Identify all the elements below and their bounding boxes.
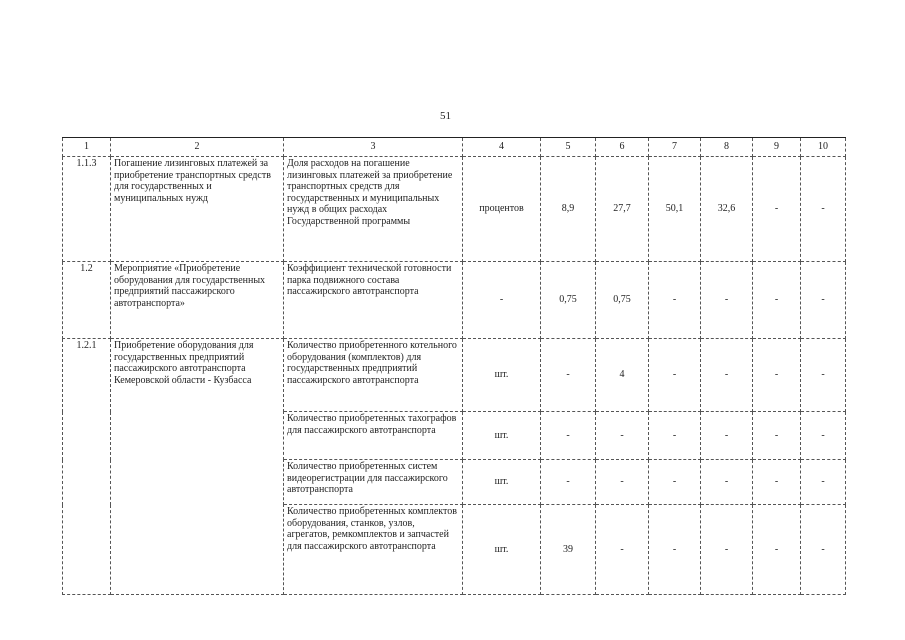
table-cell: 9 (752, 137, 801, 157)
table-cell: - (700, 459, 753, 505)
table-row: 1.2 Мероприятие «Приобретение оборудовани… (62, 261, 846, 339)
table-cell: 6 (595, 137, 649, 157)
table-cell: - (752, 156, 801, 262)
table-cell: Количество приобретенных комплектов обор… (283, 504, 463, 595)
table-cell: шт. (462, 338, 541, 412)
table-cell: - (648, 459, 701, 505)
table-cell: 8 (700, 137, 753, 157)
table-cell: - (800, 261, 846, 339)
table-cell: Доля расходов на погашение лизинговых пл… (283, 156, 463, 262)
table-cell: Количество приобретенного котельного обо… (283, 338, 463, 412)
table-cell: 7 (648, 137, 701, 157)
table-cell: - (800, 459, 846, 505)
table-cell: 1.2 (62, 261, 111, 339)
table-cell: 10 (800, 137, 846, 157)
table-cell: 27,7 (595, 156, 649, 262)
table-row: Количество приобретенных комплектов обор… (63, 504, 846, 595)
table-cell: 1.2.1 (62, 338, 111, 595)
table-cell: 5 (540, 137, 596, 157)
table-cell: - (540, 338, 596, 412)
table-cell: Количество приобретенных тахографов для … (283, 411, 463, 460)
table-cell: процентов (462, 156, 541, 262)
table-row: 1.2.1 Приобретение оборудования для госуд… (62, 338, 846, 595)
table-cell: шт. (462, 459, 541, 505)
table-row: Количество приобретенных систем видеорег… (63, 459, 846, 505)
table-cell: 3 (283, 137, 463, 157)
table-cell: шт. (462, 504, 541, 595)
table-cell: - (462, 261, 541, 339)
table-cell: - (648, 411, 701, 460)
table-cell: - (752, 261, 801, 339)
table-cell: Количество приобретенных систем видеорег… (283, 459, 463, 505)
table-cell: - (752, 411, 801, 460)
table-cell: Приобретение оборудования для государств… (110, 338, 284, 595)
indicators-table: 1 2 3 4 5 6 7 8 9 10 1.1.3 Погашение лизинговых пла… (62, 137, 846, 595)
table-cell: Погашение лизинговых платежей за приобре… (110, 156, 284, 262)
table-cell: 39 (540, 504, 596, 595)
table-cell: - (752, 459, 801, 505)
table-cell: 4 (595, 338, 649, 412)
table-cell: шт. (462, 411, 541, 460)
table-cell: - (595, 504, 649, 595)
table-cell: 1.1.3 (62, 156, 111, 262)
table-cell: - (800, 411, 846, 460)
table-cell: - (648, 261, 701, 339)
table-cell: - (700, 338, 753, 412)
table-cell: - (540, 411, 596, 460)
table-cell: - (648, 338, 701, 412)
table-row: Количество приобретенных тахографов для … (63, 411, 846, 460)
table-cell: - (800, 156, 846, 262)
table-cell: Коэффициент технической готовности парка… (283, 261, 463, 339)
table-cell: 50,1 (648, 156, 701, 262)
table-cell: 0,75 (540, 261, 596, 339)
table-cell: - (648, 504, 701, 595)
table-cell: - (540, 459, 596, 505)
table-cell: - (800, 504, 846, 595)
table-cell: - (800, 338, 846, 412)
header-row: 1 2 3 4 5 6 7 8 9 10 (62, 137, 846, 157)
page-number: 51 (440, 110, 451, 122)
table-cell: - (752, 504, 801, 595)
table-row: 1.1.3 Погашение лизинговых платежей за пр… (62, 156, 846, 262)
table-cell: - (700, 504, 753, 595)
table-cell: 8,9 (540, 156, 596, 262)
table-cell: - (595, 411, 649, 460)
table-cell: 4 (462, 137, 541, 157)
table-cell: 0,75 (595, 261, 649, 339)
table-cell: - (752, 338, 801, 412)
table-cell: 1 (62, 137, 111, 157)
table-cell: Мероприятие «Приобретение оборудования д… (110, 261, 284, 339)
table-cell: 32,6 (700, 156, 753, 262)
table-cell: - (595, 459, 649, 505)
table-cell: - (700, 411, 753, 460)
table-cell: - (700, 261, 753, 339)
table-cell: 2 (110, 137, 284, 157)
